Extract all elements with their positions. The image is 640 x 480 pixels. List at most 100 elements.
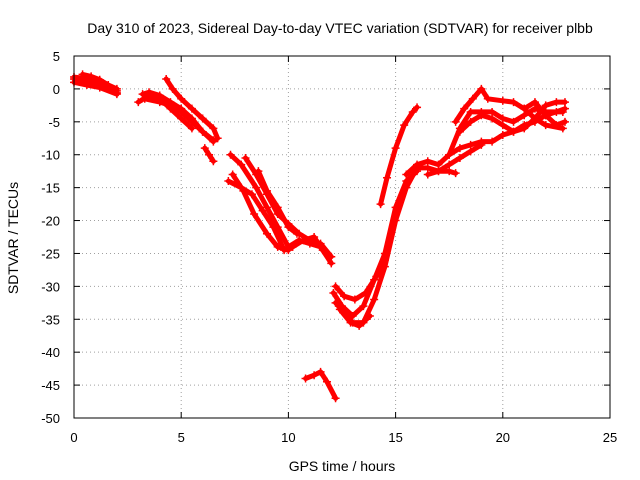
data-point bbox=[209, 157, 218, 166]
data-point bbox=[376, 200, 385, 209]
series-arc-mid-4 bbox=[134, 91, 196, 133]
data-point bbox=[224, 177, 233, 186]
y-tick-label: 0 bbox=[53, 82, 60, 97]
y-tick-label: 5 bbox=[53, 49, 60, 64]
data-point bbox=[95, 83, 104, 92]
data-point bbox=[520, 104, 529, 113]
series-arc-trough-4 bbox=[335, 305, 374, 330]
series-line bbox=[135, 93, 195, 131]
series-arc-trough-3 bbox=[331, 256, 389, 304]
data-point bbox=[200, 144, 209, 153]
data-point bbox=[488, 114, 497, 123]
data-point bbox=[530, 98, 539, 107]
data-point bbox=[361, 288, 370, 297]
data-point bbox=[498, 121, 507, 130]
data-point bbox=[552, 107, 561, 116]
data-point bbox=[198, 127, 207, 136]
y-tick-label: -15 bbox=[41, 181, 60, 196]
chart-title: Day 310 of 2023, Sidereal Day-to-day VTE… bbox=[87, 20, 593, 36]
y-tick-label: -20 bbox=[41, 214, 60, 229]
data-point bbox=[273, 242, 282, 251]
y-tick-label: -50 bbox=[41, 411, 60, 426]
data-point bbox=[198, 114, 207, 123]
data-point bbox=[365, 311, 374, 320]
y-tick-label: -35 bbox=[41, 312, 60, 327]
data-point bbox=[95, 75, 104, 84]
data-point bbox=[370, 295, 379, 304]
data-point bbox=[466, 147, 475, 156]
data-point bbox=[213, 134, 222, 143]
data-point bbox=[288, 242, 297, 251]
data-point bbox=[408, 107, 417, 116]
data-point bbox=[483, 94, 492, 103]
data-point bbox=[228, 170, 237, 179]
data-point bbox=[262, 186, 271, 195]
data-point bbox=[359, 302, 368, 311]
data-point bbox=[541, 111, 550, 120]
data-point bbox=[331, 298, 340, 307]
data-point bbox=[402, 170, 411, 179]
data-point bbox=[391, 144, 400, 153]
data-point bbox=[541, 101, 550, 110]
y-tick-label: -45 bbox=[41, 378, 60, 393]
data-point bbox=[380, 256, 389, 265]
data-point bbox=[258, 206, 267, 215]
data-point bbox=[477, 84, 486, 93]
data-point bbox=[445, 150, 454, 159]
data-point bbox=[331, 394, 340, 403]
data-point bbox=[226, 150, 235, 159]
data-point bbox=[468, 94, 477, 103]
data-point bbox=[168, 84, 177, 93]
data-point bbox=[145, 91, 154, 100]
data-point bbox=[372, 272, 381, 281]
data-point bbox=[445, 160, 454, 169]
data-point bbox=[301, 374, 310, 383]
x-tick-label: 15 bbox=[388, 430, 402, 445]
data-point bbox=[247, 190, 256, 199]
data-point bbox=[187, 104, 196, 113]
x-axis-label: GPS time / hours bbox=[289, 458, 396, 474]
data-point bbox=[316, 367, 325, 376]
data-point bbox=[466, 117, 475, 126]
data-point bbox=[241, 154, 250, 163]
data-point bbox=[552, 98, 561, 107]
y-axis-label: SDTVAR / TECUs bbox=[5, 182, 21, 294]
data-point bbox=[488, 137, 497, 146]
data-point bbox=[498, 130, 507, 139]
data-point bbox=[434, 167, 443, 176]
data-point bbox=[316, 239, 325, 248]
data-point bbox=[273, 203, 282, 212]
data-point bbox=[383, 173, 392, 182]
series-line bbox=[337, 306, 373, 329]
data-point bbox=[187, 124, 196, 133]
data-point bbox=[329, 288, 338, 297]
data-point bbox=[455, 144, 464, 153]
data-point bbox=[477, 140, 486, 149]
y-tick-label: -25 bbox=[41, 246, 60, 261]
data-point bbox=[262, 203, 271, 212]
data-point bbox=[466, 107, 475, 116]
data-point bbox=[305, 236, 314, 245]
data-point bbox=[284, 246, 293, 255]
data-point bbox=[509, 98, 518, 107]
series-arc-recovery bbox=[376, 103, 422, 209]
series-arc-big-1 bbox=[226, 150, 336, 268]
series-line bbox=[71, 79, 120, 97]
data-point bbox=[177, 114, 186, 123]
data-point bbox=[477, 111, 486, 120]
axis-tick-labels: 0 5 10 15 20 25 5 0 -5 -10 -15 -20 -25 -30 -35 -40 -45 -5… bbox=[41, 49, 617, 445]
data-point bbox=[112, 84, 121, 93]
data-point bbox=[209, 136, 218, 145]
series-arc-late-5 bbox=[455, 98, 569, 136]
data-point bbox=[252, 183, 261, 192]
data-point bbox=[413, 163, 422, 172]
data-point bbox=[402, 183, 411, 192]
data-point bbox=[350, 295, 359, 304]
data-point bbox=[310, 371, 319, 380]
data-point bbox=[284, 223, 293, 232]
series-line bbox=[228, 152, 334, 266]
data-point bbox=[509, 117, 518, 126]
data-point bbox=[340, 292, 349, 301]
data-point bbox=[177, 94, 186, 103]
